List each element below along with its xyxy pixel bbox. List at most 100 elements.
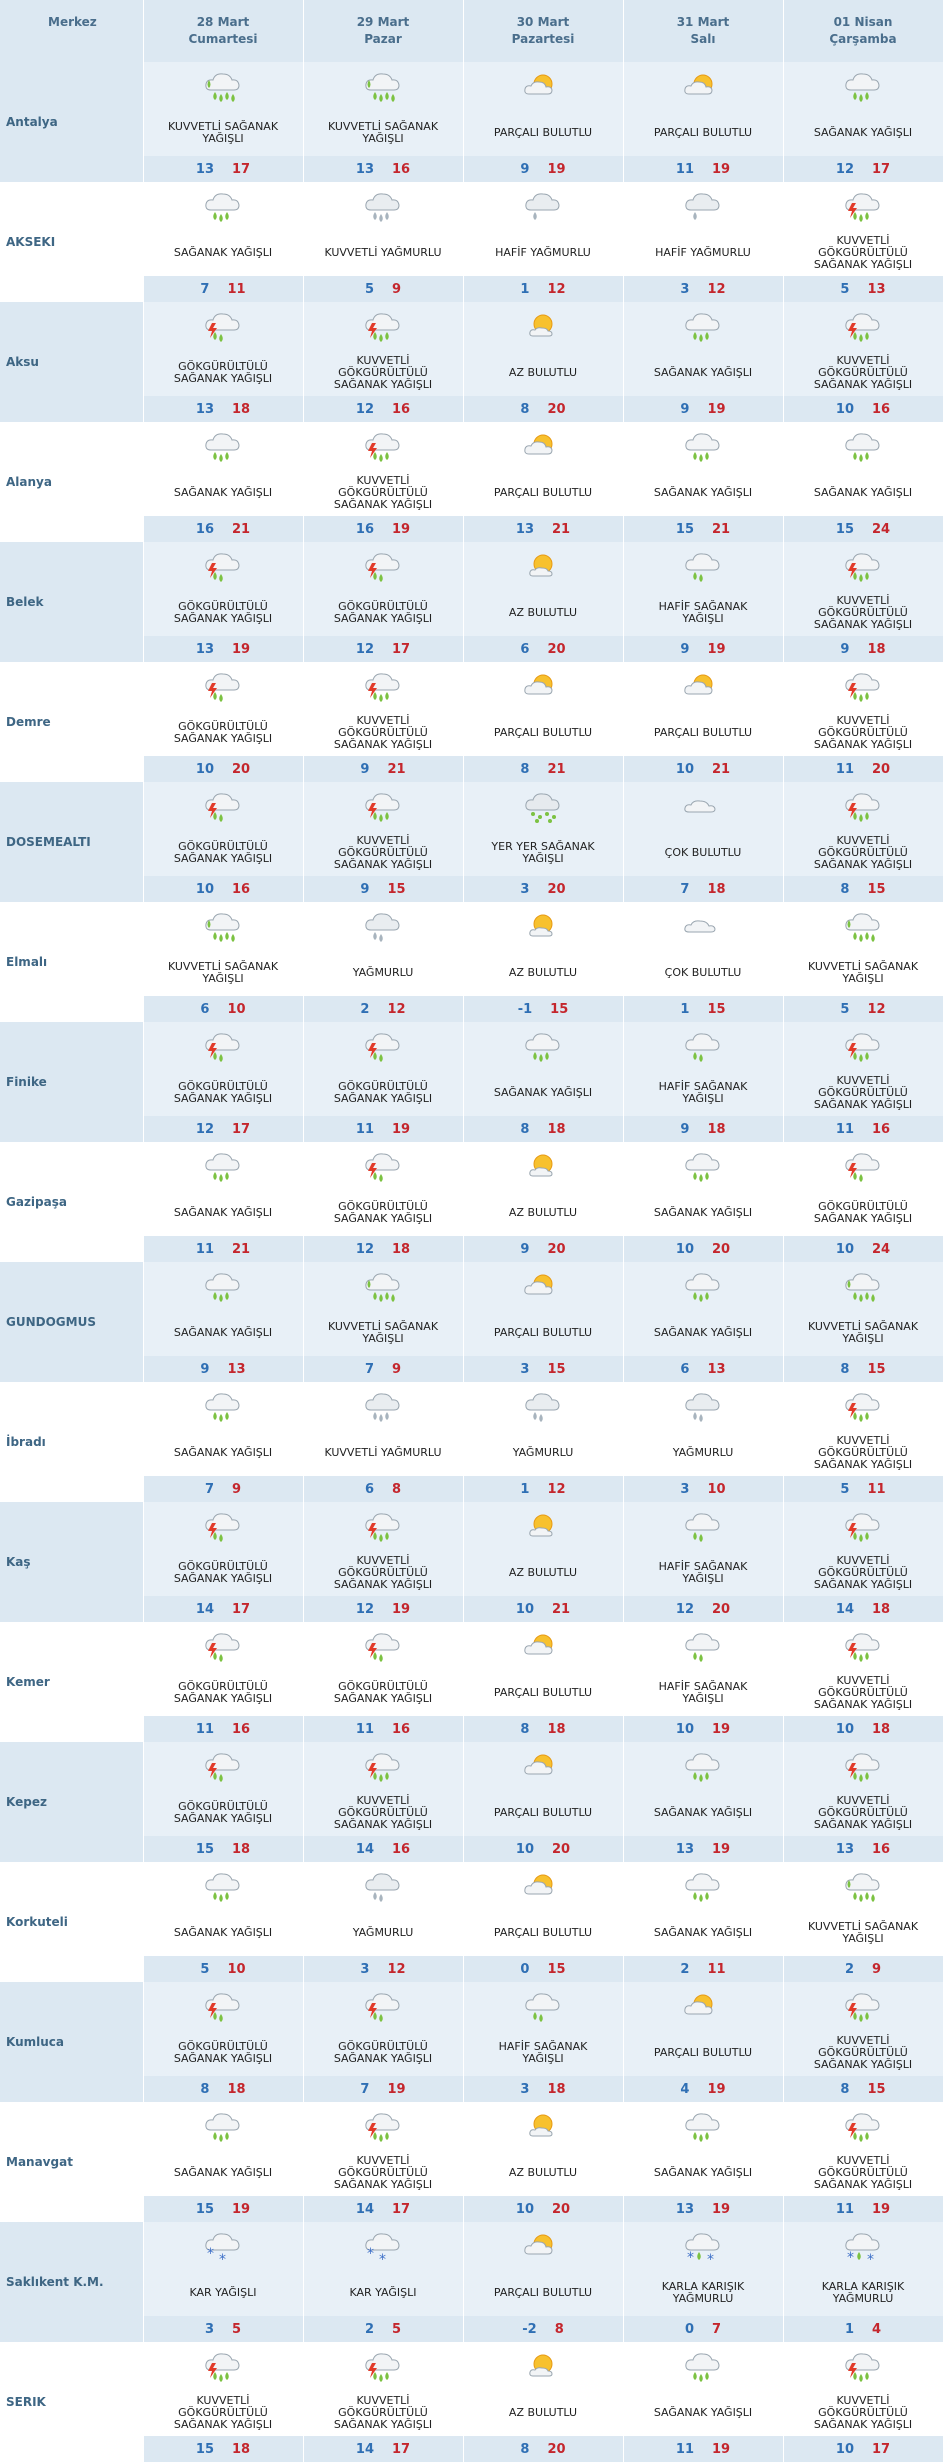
weather-icon-cell xyxy=(463,662,624,710)
max-temp: 13 xyxy=(707,1361,726,1377)
heavy-rain-icon xyxy=(304,1386,463,1426)
weather-icon-cell xyxy=(463,1262,624,1310)
max-temp: 13 xyxy=(867,281,886,297)
city-temp-row: 16 21 16 19 13 21 15 21 15 24 xyxy=(0,516,943,542)
weather-icon-cell xyxy=(623,1742,784,1790)
weather-description: KUVVETLİ SAĞANAK YAĞIŞLI xyxy=(807,960,919,985)
weather-icon-cell xyxy=(463,1622,624,1670)
max-temp: 18 xyxy=(872,1721,891,1737)
weather-icon-cell xyxy=(623,1262,784,1310)
max-temp: 21 xyxy=(232,1241,251,1257)
weather-description: KUVVETLİ YAĞMURLU xyxy=(324,1446,442,1459)
min-temp: 10 xyxy=(195,881,214,897)
temperature-cell: 9 18 xyxy=(783,636,943,662)
partly-cloudy-icon xyxy=(464,1266,623,1306)
max-temp: 12 xyxy=(707,281,726,297)
weather-description: KUVVETLİ GÖKGÜRÜLTÜLÜ SAĞANAK YAĞIŞLI xyxy=(333,474,433,511)
max-temp: 18 xyxy=(227,2081,246,2097)
weather-desc-cell: KUVVETLİ SAĞANAK YAĞIŞLI xyxy=(783,1310,943,1356)
city-desc-row: KAR YAĞIŞLI KAR YAĞIŞLI PARÇALI BULUTLU KAR… xyxy=(0,2270,943,2316)
min-temp: -1 xyxy=(517,1001,533,1017)
heavy-shower-icon xyxy=(144,906,303,946)
city-name: GUNDOGMUS xyxy=(0,1262,144,1382)
weather-description: SAĞANAK YAĞIŞLI xyxy=(173,2166,273,2179)
weather-description: KUVVETLİ GÖKGÜRÜLTÜLÜ SAĞANAK YAĞIŞLI xyxy=(813,594,913,631)
weather-icon-cell xyxy=(143,302,304,350)
partly-cloudy-icon xyxy=(464,1626,623,1666)
weather-icon-cell xyxy=(143,1862,304,1910)
weather-description: KAR YAĞIŞLI xyxy=(349,2286,417,2299)
min-temp: 15 xyxy=(835,521,854,537)
weather-desc-cell: SAĞANAK YAĞIŞLI xyxy=(783,110,943,156)
max-temp: 19 xyxy=(872,2201,891,2217)
weather-description: AZ BULUTLU xyxy=(508,366,578,379)
weather-desc-cell: KUVVETLİ GÖKGÜRÜLTÜLÜ SAĞANAK YAĞIŞLI xyxy=(783,2390,943,2436)
temperature-cell: 3 12 xyxy=(303,1956,464,1982)
weather-icon-cell xyxy=(143,782,304,830)
max-temp: 19 xyxy=(712,161,731,177)
weather-icon-cell xyxy=(143,662,304,710)
heavy-thunder-icon xyxy=(304,306,463,346)
city-name: SERIK xyxy=(0,2342,144,2462)
max-temp: 16 xyxy=(392,1721,411,1737)
weather-desc-cell: SAĞANAK YAĞIŞLI xyxy=(143,1190,304,1236)
temperature-cell: 2 11 xyxy=(623,1956,784,1982)
weather-icon-cell xyxy=(143,422,304,470)
day-date: 01 Nisan xyxy=(833,15,893,29)
temperature-cell: 15 21 xyxy=(623,516,784,542)
max-temp: 16 xyxy=(872,1121,891,1137)
city-icon-row: SERIK xyxy=(0,2342,943,2462)
weather-description: GÖKGÜRÜLTÜLÜ SAĞANAK YAĞIŞLI xyxy=(173,2040,273,2065)
weather-icon-cell xyxy=(623,2102,784,2150)
min-temp: 14 xyxy=(355,2441,374,2457)
weather-desc-cell: KUVVETLİ GÖKGÜRÜLTÜLÜ SAĞANAK YAĞIŞLI xyxy=(303,1790,464,1836)
min-temp: 3 xyxy=(520,2081,530,2097)
weather-desc-cell: SAĞANAK YAĞIŞLI xyxy=(623,350,784,396)
min-temp: 15 xyxy=(195,1841,214,1857)
weather-desc-cell: KUVVETLİ SAĞANAK YAĞIŞLI xyxy=(303,1310,464,1356)
weather-icon-cell xyxy=(463,542,624,590)
weather-icon-cell xyxy=(143,1382,304,1430)
min-temp: 1 xyxy=(844,2321,854,2337)
weather-description: KUVVETLİ GÖKGÜRÜLTÜLÜ SAĞANAK YAĞIŞLI xyxy=(333,1554,433,1591)
temperature-cell: 10 20 xyxy=(143,756,304,782)
svg-text:*: * xyxy=(219,2252,226,2266)
weather-icon-cell xyxy=(783,1862,943,1910)
weather-desc-cell: KUVVETLİ YAĞMURLU xyxy=(303,1430,464,1476)
weather-desc-cell: PARÇALI BULUTLU xyxy=(463,1790,624,1836)
max-temp: 11 xyxy=(707,1961,726,1977)
weather-icon-cell xyxy=(303,302,464,350)
thunder-shower-icon xyxy=(304,1026,463,1066)
day-header: 31 Mart Salı xyxy=(623,0,784,62)
min-temp: 1 xyxy=(680,1001,690,1017)
weather-desc-cell: GÖKGÜRÜLTÜLÜ SAĞANAK YAĞIŞLI xyxy=(303,1070,464,1116)
day-header: 29 Mart Pazar xyxy=(303,0,464,62)
city-icon-row: Kumluca xyxy=(0,1982,943,2102)
min-temp: 3 xyxy=(680,281,690,297)
min-temp: 0 xyxy=(520,1961,530,1977)
shower-icon xyxy=(624,1746,783,1786)
weather-icon-cell xyxy=(783,2342,943,2390)
min-temp: 9 xyxy=(520,1241,530,1257)
weather-icon-cell xyxy=(463,1142,624,1190)
max-temp: 11 xyxy=(227,281,246,297)
city-icon-row: Elmalı xyxy=(0,902,943,1022)
min-temp: 3 xyxy=(520,1361,530,1377)
city-icon-row: Saklıkent K.M. * * * * * * * * xyxy=(0,2222,943,2342)
temperature-cell: 1 12 xyxy=(463,276,624,302)
min-temp: 10 xyxy=(835,1241,854,1257)
max-temp: 19 xyxy=(712,2201,731,2217)
weather-desc-cell: KUVVETLİ GÖKGÜRÜLTÜLÜ SAĞANAK YAĞIŞLI xyxy=(303,2150,464,2196)
min-temp: 2 xyxy=(680,1961,690,1977)
weather-icon-cell xyxy=(303,902,464,950)
min-temp: 9 xyxy=(200,1361,210,1377)
weather-description: KUVVETLİ GÖKGÜRÜLTÜLÜ SAĞANAK YAĞIŞLI xyxy=(813,2394,913,2431)
weather-desc-cell: PARÇALI BULUTLU xyxy=(463,2270,624,2316)
weather-desc-cell: HAFİF SAĞANAK YAĞIŞLI xyxy=(623,1670,784,1716)
max-temp: 20 xyxy=(712,1241,731,1257)
weather-desc-cell: SAĞANAK YAĞIŞLI xyxy=(623,2390,784,2436)
max-temp: 17 xyxy=(392,2441,411,2457)
weather-description: PARÇALI BULUTLU xyxy=(493,2286,593,2299)
weather-desc-cell: SAĞANAK YAĞIŞLI xyxy=(623,470,784,516)
rain-icon xyxy=(464,1386,623,1426)
